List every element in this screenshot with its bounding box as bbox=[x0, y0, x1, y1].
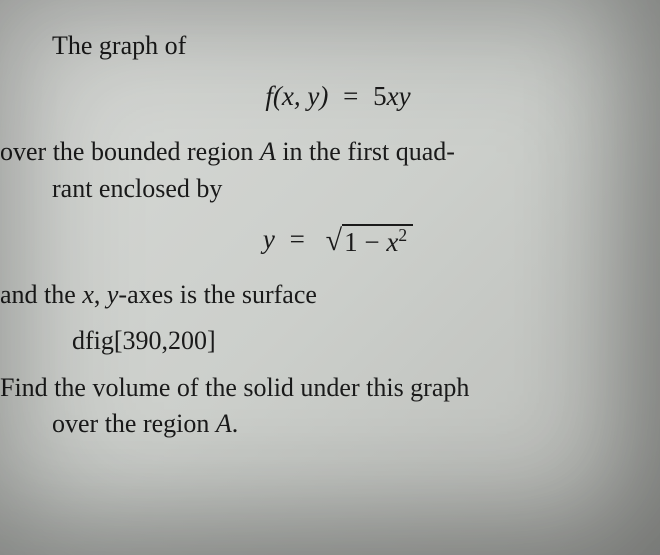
dfig-line: dfig[390,200] bbox=[72, 323, 624, 359]
para-question: Find the volume of the solid under this … bbox=[52, 370, 624, 443]
eq1-rhs-var: xy bbox=[387, 81, 411, 111]
eq1-rhs-num: 5 bbox=[373, 81, 387, 111]
para4-c: . bbox=[232, 409, 239, 438]
region-A2: A bbox=[216, 409, 232, 438]
para2-b: in the first quad- bbox=[276, 137, 455, 166]
para4-a: Find the volume of the solid under this … bbox=[0, 373, 469, 402]
eq2-equals: = bbox=[282, 224, 313, 254]
equation-2: y = √ 1 − x2 bbox=[52, 221, 624, 259]
sqrt-expression: √ 1 − x2 bbox=[326, 224, 413, 258]
para-axes: and the x, y-axes is the surface bbox=[52, 277, 624, 313]
equation-1: f(x, y) = 5xy bbox=[52, 78, 624, 116]
text-line1: The graph of bbox=[52, 31, 186, 60]
rad-sup: 2 bbox=[398, 225, 407, 245]
para3-c: -axes is the surface bbox=[118, 280, 317, 309]
radicand: 1 − x2 bbox=[342, 224, 413, 258]
axis-y: y bbox=[107, 280, 119, 309]
rad-x: x bbox=[386, 227, 398, 257]
dfig-text: dfig[390,200] bbox=[72, 326, 216, 355]
para4-b: over the region bbox=[52, 409, 216, 438]
para2-a: over the bounded region bbox=[0, 137, 260, 166]
problem-page: The graph of f(x, y) = 5xy over the boun… bbox=[0, 0, 660, 472]
para3-a: and the bbox=[0, 280, 82, 309]
radical-sign: √ bbox=[326, 226, 342, 256]
rad-a: 1 − bbox=[344, 227, 386, 257]
eq2-y: y bbox=[263, 224, 275, 254]
eq1-lhs: f(x, y) bbox=[265, 81, 328, 111]
para2-c: rant enclosed by bbox=[52, 174, 222, 203]
eq1-equals: = bbox=[335, 81, 366, 111]
para-region: over the bounded region A in the first q… bbox=[52, 134, 624, 207]
intro-line: The graph of bbox=[52, 28, 624, 64]
axis-x: x bbox=[82, 280, 94, 309]
para3-b: , bbox=[94, 280, 107, 309]
region-A: A bbox=[260, 137, 276, 166]
